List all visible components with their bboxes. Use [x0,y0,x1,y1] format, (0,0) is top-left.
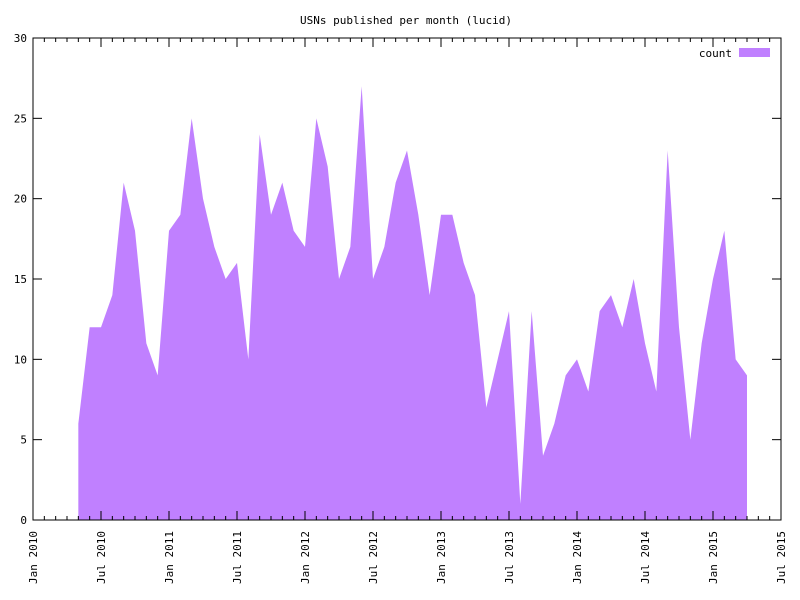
y-tick-label: 25 [14,112,27,125]
y-tick-label: 0 [20,514,27,527]
y-tick-label: 15 [14,273,27,286]
x-tick-label: Jul 2013 [503,531,516,584]
x-tick-label: Jan 2011 [163,531,176,584]
x-tick-label: Jul 2014 [639,531,652,584]
series-area-count [78,86,747,520]
x-tick-label: Jan 2013 [435,531,448,584]
x-tick-label: Jul 2011 [231,531,244,584]
axes-layer: Jan 2010 Jul 2010 Jan 2011 Jul 2011 Jan 2012… [14,32,788,584]
y-tick-label: 10 [14,353,27,366]
x-tick-label: Jul 2015 [775,531,788,584]
x-tick-label: Jul 2012 [367,531,380,584]
y-tick-label: 30 [14,32,27,45]
legend: count [699,47,770,60]
chart-title: USNs published per month (lucid) [300,14,512,27]
x-tick-label: Jan 2012 [299,531,312,584]
legend-label: count [699,47,732,60]
series-layer [78,86,747,520]
x-tick-label: Jan 2015 [707,531,720,584]
x-tick-label: Jan 2014 [571,531,584,584]
x-tick-label: Jul 2010 [95,531,108,584]
y-tick-label: 5 [20,434,27,447]
x-tick-label: Jan 2010 [27,531,40,584]
y-tick-label: 20 [14,193,27,206]
legend-swatch [739,48,770,57]
